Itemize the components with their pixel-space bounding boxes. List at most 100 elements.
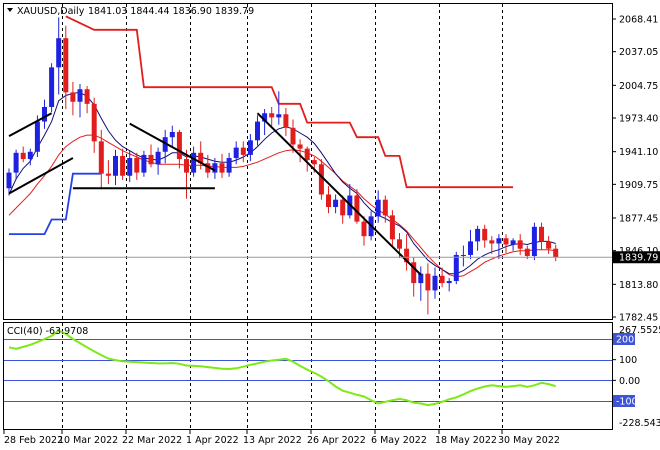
candle-body <box>13 152 19 173</box>
candle-body <box>176 131 182 160</box>
time-tick-label: 10 Mar 2022 <box>58 435 118 446</box>
candle-body <box>382 199 388 216</box>
cci-level-label: 0.00 <box>619 376 640 387</box>
trendline <box>8 157 74 195</box>
candle-body <box>475 228 481 242</box>
candle-body <box>404 248 410 263</box>
time-tick-label: 30 May 2022 <box>498 435 560 446</box>
candle-body <box>283 114 289 128</box>
time-tick-label: 22 Mar 2022 <box>122 435 182 446</box>
candle-body <box>432 275 438 291</box>
candle-body <box>155 151 161 165</box>
candle-body <box>240 147 246 155</box>
candle-body <box>318 164 324 195</box>
candle-body <box>489 240 495 244</box>
cci-max-label: 267.5525 <box>619 325 660 336</box>
candle-body <box>70 92 76 102</box>
candle-body <box>439 275 445 284</box>
candle-body <box>113 155 118 176</box>
candle-body <box>42 106 47 122</box>
price-pane-frame <box>3 3 613 320</box>
price-tick-label: 1782.45 <box>619 313 658 324</box>
price-tick-label: 2068.41 <box>619 15 658 26</box>
price-tag-box <box>613 251 660 264</box>
candle-body <box>91 103 97 142</box>
candle-body <box>546 241 552 249</box>
stop-lines <box>9 15 514 236</box>
price-tick-label: 1813.80 <box>619 280 658 291</box>
candle-body <box>397 239 402 249</box>
price-tick-label: 2037.05 <box>619 47 658 58</box>
time-tick-label: 1 Apr 2022 <box>186 435 239 446</box>
candle-body <box>219 163 225 173</box>
ma-fast-line <box>8 91 556 275</box>
candle-body <box>141 154 147 173</box>
price-tick-label: 1973.40 <box>619 114 658 125</box>
candle-body <box>162 137 168 152</box>
candle-body <box>169 131 175 138</box>
candle-body <box>517 240 523 249</box>
candle-body <box>198 152 204 164</box>
candle-body <box>191 152 197 173</box>
candle-body <box>77 89 83 102</box>
time-tick-label: 6 May 2022 <box>371 435 427 446</box>
price-tag: 1839.79 <box>619 253 658 264</box>
candle-body <box>148 154 154 165</box>
candle-body <box>510 240 516 245</box>
price-tick-label: 1941.10 <box>619 147 658 158</box>
candles <box>6 17 559 315</box>
candle-body <box>354 195 360 222</box>
candle-body <box>496 238 502 244</box>
candle-body <box>531 226 537 256</box>
time-tick-label: 18 May 2022 <box>435 435 497 446</box>
vertical-grid <box>62 4 503 429</box>
candle-body <box>482 228 488 241</box>
candle-body <box>311 160 317 165</box>
cci-title: CCI(40) -63.9708 <box>7 326 88 337</box>
candle-body <box>98 141 104 174</box>
stop-line-red <box>65 15 514 189</box>
candle-body <box>247 140 253 155</box>
cci-series <box>8 329 556 407</box>
candle-body <box>389 215 395 240</box>
price-tick-label: 1909.75 <box>619 180 658 191</box>
candle-body <box>524 248 530 256</box>
candle-body <box>27 151 33 160</box>
candle-body <box>446 280 452 284</box>
time-tick-label: 28 Feb 2022 <box>4 435 63 446</box>
candle-body <box>255 121 260 141</box>
candle-body <box>105 173 111 176</box>
time-tick-label: 13 Apr 2022 <box>243 435 302 446</box>
candle-body <box>553 248 559 258</box>
cci-line <box>8 329 556 407</box>
candle-body <box>127 158 133 176</box>
trendline <box>256 112 422 276</box>
candle-body <box>184 159 189 173</box>
moving-averages <box>8 91 556 278</box>
candle-body <box>333 199 339 208</box>
candle-body <box>411 262 417 284</box>
candle-body <box>468 241 473 255</box>
price-tick-label: 2004.75 <box>619 81 658 92</box>
candle-body <box>460 254 466 256</box>
price-axis: 2068.41 2037.05 2004.75 1973.40 1941.10 1909.… <box>4 15 660 324</box>
trendline <box>8 112 53 138</box>
cci-level-label: -100 <box>616 397 638 408</box>
candle-body <box>276 114 282 118</box>
stop-line-blue <box>9 172 102 236</box>
candle-body <box>63 38 69 93</box>
cci-level-tag <box>613 333 635 345</box>
candle-body <box>418 273 424 284</box>
candle-body <box>539 226 544 242</box>
candle-body <box>340 199 346 216</box>
symbol-label: XAUUSD,Daily <box>17 6 85 17</box>
cci-level-tag <box>613 395 635 407</box>
trendlines <box>8 112 422 276</box>
candle-body <box>233 147 239 159</box>
dropdown-triangle-icon[interactable] <box>7 8 13 12</box>
price-tick-label: 1877.45 <box>619 214 658 225</box>
candle-body <box>453 254 459 281</box>
candle-body <box>375 199 381 217</box>
